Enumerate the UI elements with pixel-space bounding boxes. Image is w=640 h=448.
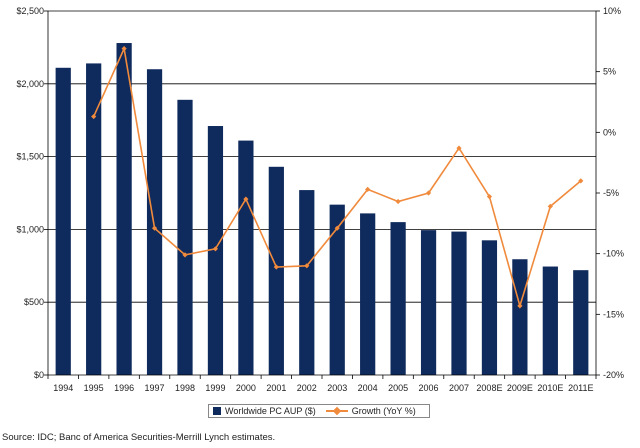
bar xyxy=(116,43,132,375)
bar xyxy=(86,63,102,375)
legend-item-growth: Growth (YoY %) xyxy=(325,406,416,416)
legend-label-growth: Growth (YoY %) xyxy=(351,406,416,416)
growth-point xyxy=(182,252,188,258)
y-right-tick-label: -10% xyxy=(603,249,624,259)
growth-point xyxy=(547,203,553,209)
growth-point xyxy=(395,198,401,205)
legend-item-aup: Worldwide PC AUP ($) xyxy=(213,406,316,416)
y-right-tick-label: 0% xyxy=(603,127,616,137)
y-right-tick-label: 10% xyxy=(603,6,621,16)
bar xyxy=(299,190,315,375)
growth-point xyxy=(151,225,158,231)
y-right-tick-label: -5% xyxy=(603,188,619,198)
y-right-tick-label: 5% xyxy=(603,67,616,77)
y-left-tick-label: $2,000 xyxy=(16,79,44,89)
x-tick-label: 2007 xyxy=(449,383,469,393)
bar-series xyxy=(55,43,589,376)
y-axis-left: $0 $500 $1,000 $1,500 $2,000 $2,500 xyxy=(16,6,48,380)
growth-point xyxy=(243,196,249,202)
x-tick-label: 2000 xyxy=(236,383,256,393)
y-axis-right: -20% -15% -10% -5% 0% 5% 10% xyxy=(596,6,624,380)
x-tick-label: 2002 xyxy=(297,383,317,393)
bar xyxy=(542,266,558,375)
bar xyxy=(512,259,528,375)
x-tick-label: 1994 xyxy=(53,383,73,393)
bar xyxy=(146,69,163,376)
bar xyxy=(390,222,406,375)
growth-point xyxy=(456,145,462,151)
bar xyxy=(573,270,589,375)
x-tick-label: 2009E xyxy=(507,383,533,393)
x-tick-label: 1999 xyxy=(205,383,225,393)
growth-point xyxy=(273,264,279,270)
bar xyxy=(420,230,437,375)
x-tick-label: 2008E xyxy=(476,383,502,393)
y-left-tick-label: $1,000 xyxy=(16,224,44,234)
y-left-tick-label: $500 xyxy=(24,297,44,307)
x-tick-label: 1998 xyxy=(175,383,195,393)
x-axis: 1994 1995 1996 1997 1998 1999 2000 2001 2002 2003… xyxy=(47,375,597,393)
bar xyxy=(268,166,284,375)
growth-point xyxy=(486,194,493,200)
bar xyxy=(329,204,345,375)
bar xyxy=(55,67,71,375)
growth-point xyxy=(212,246,219,252)
line-series xyxy=(91,45,584,309)
bar xyxy=(177,99,193,375)
growth-point xyxy=(121,46,127,52)
y-left-tick-label: $2,500 xyxy=(16,6,44,16)
x-tick-label: 2010E xyxy=(537,383,563,393)
x-tick-label: 2004 xyxy=(358,383,378,393)
growth-point xyxy=(91,113,97,120)
y-left-tick-label: $0 xyxy=(34,370,44,380)
x-tick-label: 1996 xyxy=(114,383,134,393)
growth-point xyxy=(517,303,523,309)
bar xyxy=(481,240,498,375)
x-tick-label: 1995 xyxy=(84,383,104,393)
growth-point xyxy=(304,263,310,269)
y-left-tick-label: $1,500 xyxy=(16,152,44,162)
x-tick-label: 2011E xyxy=(568,383,593,393)
x-tick-label: 2006 xyxy=(419,383,439,393)
bar xyxy=(451,231,467,375)
x-tick-label: 1997 xyxy=(145,383,165,393)
y-right-tick-label: -20% xyxy=(603,370,624,380)
legend-line-swatch xyxy=(325,407,348,415)
bar xyxy=(238,140,254,375)
source-note: Source: IDC; Banc of America Securities-… xyxy=(2,432,276,443)
x-tick-label: 2005 xyxy=(388,383,408,393)
x-tick-label: 2003 xyxy=(327,383,347,393)
x-tick-label: 2001 xyxy=(266,383,286,393)
growth-point xyxy=(425,190,432,196)
bar xyxy=(360,213,376,375)
legend-bar-swatch xyxy=(213,407,221,415)
growth-point xyxy=(334,225,340,231)
gridlines xyxy=(48,10,596,303)
growth-point xyxy=(578,178,584,184)
legend: Worldwide PC AUP ($) Growth (YoY %) xyxy=(208,404,430,418)
legend-label-aup: Worldwide PC AUP ($) xyxy=(225,406,316,416)
y-right-tick-label: -15% xyxy=(603,309,624,319)
growth-point xyxy=(365,186,371,192)
